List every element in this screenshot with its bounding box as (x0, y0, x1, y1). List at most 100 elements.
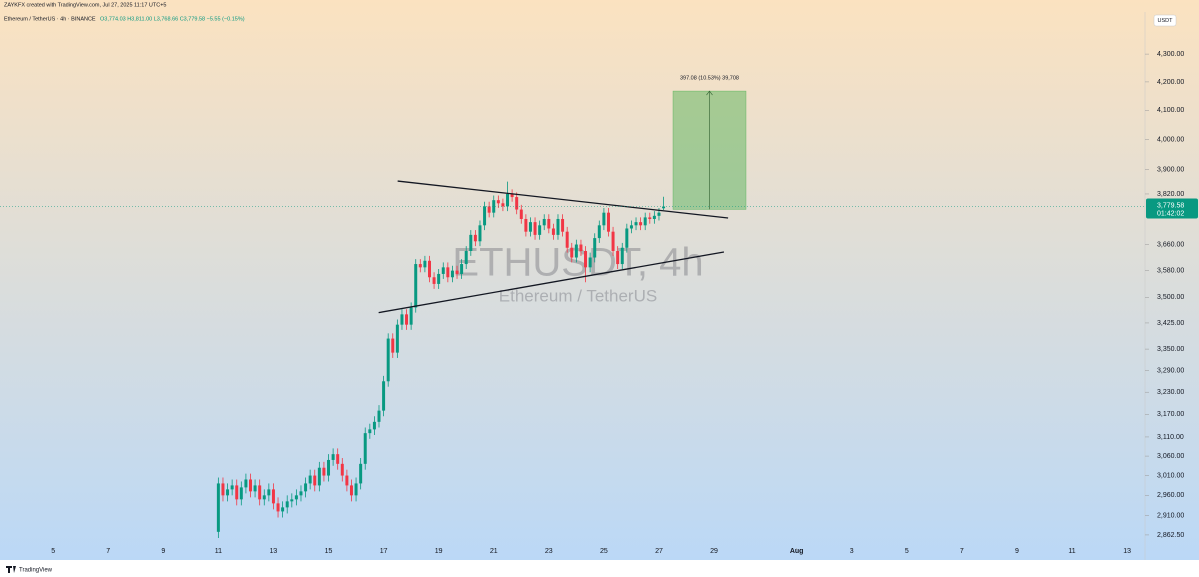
candle-body (317, 467, 321, 486)
candle-body (620, 247, 624, 265)
x-tick-label: 13 (1123, 548, 1131, 555)
footer-bar (0, 560, 1199, 577)
candle-body (616, 251, 620, 265)
y-tick-label: 3,500.00 (1157, 294, 1184, 301)
candle-body (606, 212, 610, 232)
candle-body (359, 463, 363, 484)
countdown: 01:42:02 (1157, 210, 1184, 217)
candle-body (391, 338, 395, 353)
candle-body (611, 231, 615, 252)
candle-body (230, 485, 234, 490)
candle-body (221, 483, 225, 496)
candle-body (432, 277, 436, 284)
candle-body (648, 217, 652, 219)
candle-body (492, 200, 496, 213)
candle-body (322, 467, 326, 476)
y-tick-label: 2,960.00 (1157, 492, 1184, 499)
candle-body (629, 225, 633, 229)
x-tick-label: 3 (850, 548, 854, 555)
y-tick-label: 3,290.00 (1157, 367, 1184, 374)
x-tick-label: 19 (435, 548, 443, 555)
candle-body (597, 225, 601, 239)
x-tick-label: 27 (655, 548, 663, 555)
candle-body (506, 193, 510, 207)
candle-body (446, 267, 450, 278)
candle-body (528, 222, 532, 232)
y-tick-label: 3,230.00 (1157, 389, 1184, 396)
candle-body (386, 338, 390, 382)
y-tick-label: 3,010.00 (1157, 472, 1184, 479)
x-tick-label: 29 (710, 548, 718, 555)
candle-body (625, 228, 629, 248)
candle-body (579, 244, 583, 252)
y-tick-label: 3,820.00 (1157, 191, 1184, 198)
y-tick-label: 3,660.00 (1157, 241, 1184, 248)
candle-body (464, 251, 468, 265)
symbol: Ethereum / TetherUS · 4h · BINANCE (4, 16, 96, 22)
y-tick-label: 3,170.00 (1157, 411, 1184, 418)
candle-body (235, 485, 239, 500)
candle-body (349, 485, 353, 496)
candle-body (584, 251, 588, 268)
candle-body (524, 218, 528, 232)
candle-body (483, 206, 487, 226)
last-price-label: 3,779.58 (1157, 202, 1184, 209)
trendline (378, 251, 725, 314)
candle-body (400, 314, 404, 325)
candle-body (281, 507, 285, 512)
candle-body (556, 218, 560, 235)
candle-body (368, 429, 372, 434)
candle-body (308, 475, 312, 484)
candle-body (377, 410, 381, 422)
x-tick-label: 7 (960, 548, 964, 555)
candle-body (437, 273, 441, 284)
candle-body (657, 212, 661, 216)
candle-body (487, 206, 491, 213)
candle-body (652, 215, 656, 219)
candle-body (354, 483, 358, 496)
candle-body (643, 217, 647, 226)
candle-body (336, 454, 340, 464)
x-tick-label: 25 (600, 548, 608, 555)
candle-body (450, 270, 454, 278)
watermark-subtitle: Ethereum / TetherUS (499, 286, 657, 305)
y-tick-label: 4,300.00 (1157, 51, 1184, 58)
candle-body (285, 501, 289, 508)
candle-body (478, 225, 482, 242)
candle-body (561, 218, 565, 232)
y-tick-label: 3,060.00 (1157, 453, 1184, 460)
candle-body (340, 463, 344, 476)
candle-body (542, 218, 546, 226)
y-tick-label: 3,580.00 (1157, 267, 1184, 274)
last-price-tag (1146, 198, 1198, 219)
candle-body (519, 209, 523, 219)
candle-body (455, 270, 459, 274)
candle-body (294, 495, 298, 500)
candle-body (441, 267, 445, 274)
candle-body (267, 489, 271, 496)
y-tick-label: 3,900.00 (1157, 166, 1184, 173)
candle-body (226, 489, 230, 496)
candle-body (258, 485, 262, 500)
candle-body (593, 238, 597, 258)
y-tick-label: 4,100.00 (1157, 107, 1184, 114)
candle-body (239, 487, 243, 500)
x-tick-label: 21 (490, 548, 498, 555)
candle-body (372, 421, 376, 430)
y-tick-label: 4,000.00 (1157, 136, 1184, 143)
y-tick-label: 2,910.00 (1157, 512, 1184, 519)
currency: USDT (1158, 18, 1174, 24)
candle-body (639, 222, 643, 226)
trendline (397, 180, 729, 219)
x-tick-label: 5 (51, 548, 55, 555)
measure-arrowhead (706, 90, 713, 96)
y-tick-label: 2,862.50 (1157, 532, 1184, 539)
y-tick-label: 3,350.00 (1157, 346, 1184, 353)
y-tick-label: 3,425.00 (1157, 320, 1184, 327)
y-tick-label: 4,200.00 (1157, 79, 1184, 86)
candle-body (533, 222, 537, 235)
x-tick-label: Aug (790, 548, 804, 555)
candle-body (345, 475, 349, 486)
measure-label: 397.08 (10.53%) 39,708 (680, 76, 739, 82)
